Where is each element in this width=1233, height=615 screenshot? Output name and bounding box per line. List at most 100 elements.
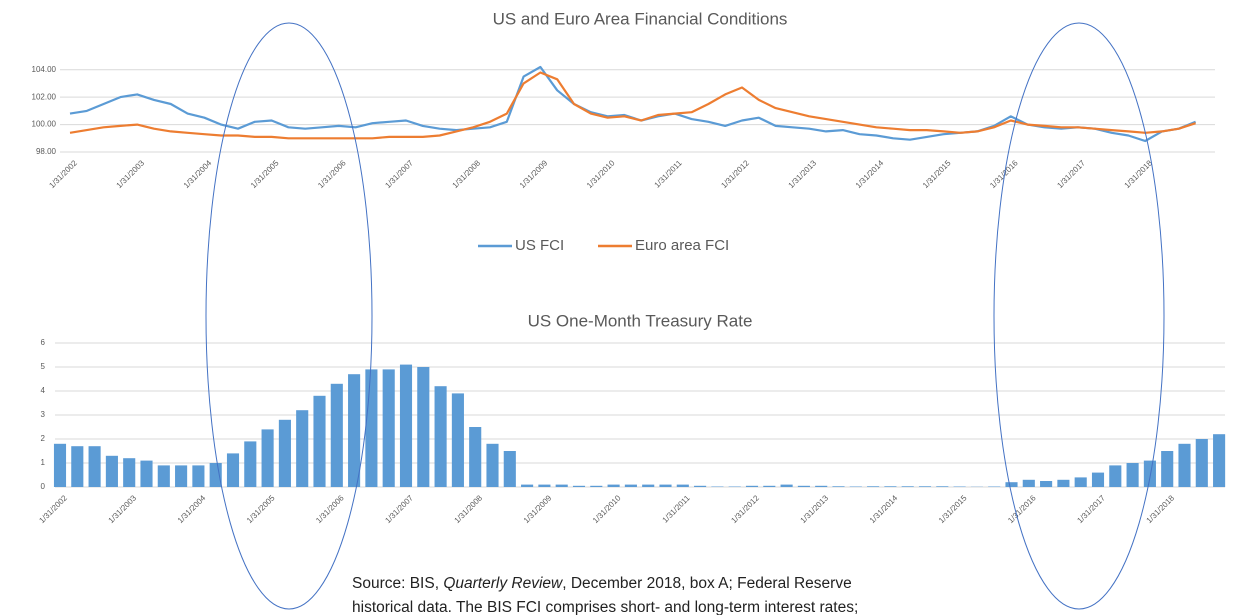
bar: [555, 484, 568, 487]
x-tick-label: 1/31/2017: [1055, 158, 1087, 190]
bar: [1213, 434, 1226, 487]
bar: [694, 485, 707, 487]
x-tick-label: 1/31/2015: [921, 158, 953, 190]
bar: [572, 485, 586, 487]
y-tick-label: 3: [41, 410, 46, 419]
bar: [71, 446, 84, 487]
y-tick-label: 4: [41, 386, 46, 395]
bar: [486, 443, 499, 487]
x-tick-label: 1/31/2002: [47, 158, 79, 190]
chart-title: US and Euro Area Financial Conditions: [493, 9, 788, 28]
bar: [1040, 481, 1053, 487]
bar: [469, 427, 482, 487]
chart-title: US One-Month Treasury Rate: [528, 311, 753, 330]
bar: [918, 486, 932, 487]
y-tick-label: 104.00: [32, 65, 57, 74]
x-tick-label: 1/31/2018: [1123, 158, 1155, 190]
y-tick-label: 1: [41, 458, 46, 467]
bar: [296, 410, 309, 487]
bar: [53, 443, 67, 487]
bar: [192, 465, 205, 487]
x-tick-label: 1/31/2017: [1075, 493, 1107, 525]
x-tick-label: 1/31/2018: [1145, 493, 1177, 525]
bar: [1074, 477, 1087, 487]
bar: [1057, 479, 1070, 487]
x-tick-label: 1/31/2014: [868, 493, 900, 525]
x-tick-label: 1/31/2016: [1006, 493, 1038, 525]
bar: [1178, 443, 1191, 487]
bar: [1109, 465, 1122, 487]
y-tick-label: 98.00: [36, 147, 57, 156]
bar: [434, 386, 447, 487]
x-tick-label: 1/31/2010: [591, 493, 623, 525]
y-tick-label: 2: [41, 434, 46, 443]
caption-text: , December 2018, box A; Federal Reserve: [562, 575, 852, 592]
bar: [261, 429, 274, 487]
x-tick-label: 1/31/2010: [585, 158, 617, 190]
x-tick-label: 1/31/2005: [249, 158, 281, 190]
bar: [348, 374, 361, 487]
bar: [105, 455, 118, 487]
bar: [607, 484, 620, 487]
bar: [382, 369, 395, 487]
bar: [936, 486, 949, 487]
bar: [676, 484, 689, 487]
line-series: [69, 71, 1196, 140]
bar: [140, 460, 153, 487]
bar: [1143, 460, 1156, 487]
bar: [330, 383, 343, 487]
y-tick-label: 0: [41, 482, 46, 491]
bar: [780, 484, 793, 487]
x-tick-label: 1/31/2004: [182, 158, 214, 190]
highlight-ellipse: [205, 22, 373, 610]
y-tick-label: 100.00: [32, 120, 57, 129]
bar: [157, 465, 170, 487]
caption-text: Quarterly Review: [443, 575, 563, 592]
bar: [884, 486, 897, 487]
bar: [745, 485, 759, 487]
x-tick-label: 1/31/2003: [115, 158, 147, 190]
x-tick-label: 1/31/2011: [661, 493, 692, 524]
x-tick-label: 1/31/2005: [245, 493, 277, 525]
bar: [503, 451, 516, 487]
bar: [867, 486, 880, 487]
x-tick-label: 1/31/2006: [314, 493, 346, 525]
x-tick-label: 1/31/2002: [37, 493, 69, 525]
highlight-ellipse: [993, 22, 1165, 610]
bar: [624, 484, 637, 487]
x-tick-label: 1/31/2004: [176, 493, 208, 525]
bar: [417, 367, 430, 487]
bar: [1126, 463, 1139, 487]
x-tick-label: 1/31/2007: [383, 158, 415, 190]
x-tick-label: 1/31/2006: [316, 158, 348, 190]
bar: [797, 485, 810, 487]
x-tick-label: 1/31/2009: [522, 493, 554, 525]
x-tick-label: 1/31/2015: [937, 493, 969, 525]
y-tick-label: 6: [41, 338, 46, 347]
x-tick-label: 1/31/2013: [799, 493, 831, 525]
line-series: [69, 65, 1197, 143]
bar: [209, 463, 222, 487]
bar: [1005, 482, 1018, 487]
bar: [1195, 439, 1208, 487]
bar: [1091, 472, 1105, 487]
y-tick-label: 5: [41, 362, 46, 371]
legend-label: US FCI: [515, 237, 564, 254]
bar: [815, 485, 828, 487]
legend-label: Euro area FCI: [635, 237, 729, 254]
bar: [521, 484, 534, 487]
bar: [365, 369, 378, 487]
caption-text: Source: BIS,: [352, 575, 444, 592]
x-tick-label: 1/31/2003: [107, 493, 139, 525]
x-tick-label: 1/31/2011: [653, 158, 684, 189]
bar: [175, 465, 188, 487]
x-tick-label: 1/31/2013: [787, 158, 819, 190]
bar: [901, 486, 914, 487]
bar: [642, 484, 655, 487]
bar: [763, 485, 776, 487]
bar: [399, 364, 413, 487]
x-tick-label: 1/31/2008: [451, 158, 483, 190]
bar: [590, 485, 603, 487]
